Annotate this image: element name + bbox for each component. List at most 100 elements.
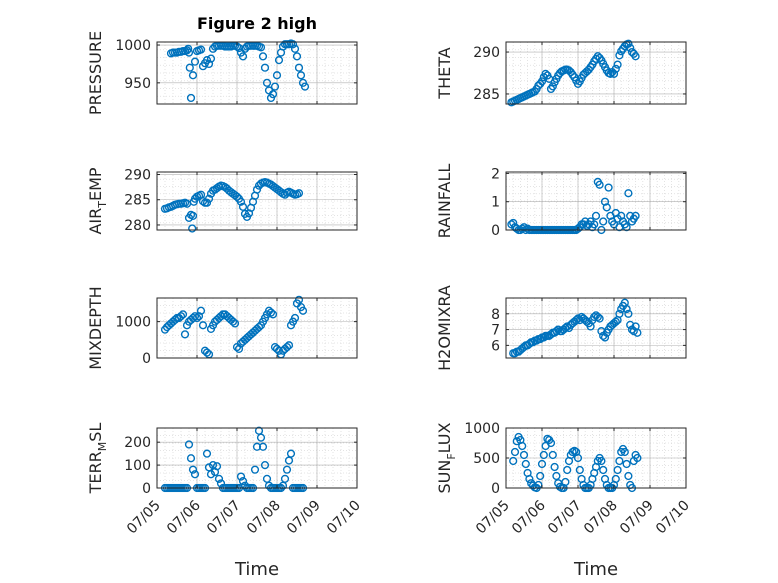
data-point <box>600 333 610 342</box>
subplot-theta: 285 290 THETA <box>435 39 687 107</box>
data-point <box>188 71 198 80</box>
data-point <box>216 312 226 321</box>
axes-box <box>505 297 687 359</box>
data-point <box>590 220 599 229</box>
y-axis-label: AIRTEMP <box>86 167 109 234</box>
data-point <box>298 306 308 315</box>
data-point <box>539 450 548 460</box>
subplot-h2omixra: 678 H2OMIXRA <box>435 285 687 371</box>
data-point <box>202 348 212 357</box>
data-point <box>288 40 298 49</box>
data-point <box>188 211 198 220</box>
y-tick-label: 0 <box>142 481 151 497</box>
data-point <box>186 454 196 463</box>
data-point <box>184 48 194 57</box>
data-point <box>190 312 200 321</box>
data-point <box>552 471 561 481</box>
data-point <box>176 312 186 321</box>
y-tick-label: 6 <box>491 338 500 354</box>
data-series-h2omixra <box>509 298 642 358</box>
data-point <box>188 465 198 474</box>
data-point <box>595 180 604 189</box>
y-tick-label: 500 <box>473 451 500 467</box>
data-point <box>613 465 622 475</box>
data-point <box>204 194 214 203</box>
y-axis-label: TERRMSL <box>86 423 109 495</box>
data-point <box>599 217 608 226</box>
data-point <box>212 462 222 471</box>
data-point <box>536 471 545 481</box>
data-point <box>633 328 642 337</box>
data-point <box>238 477 248 486</box>
data-point <box>620 447 629 457</box>
data-point <box>184 440 194 449</box>
data-point <box>185 63 194 72</box>
data-point <box>252 442 262 451</box>
y-tick-label: 1000 <box>115 315 151 331</box>
data-point <box>206 54 216 63</box>
data-point <box>622 459 631 469</box>
data-point <box>624 39 633 48</box>
data-series-pressure <box>166 39 310 103</box>
data-point <box>609 69 619 78</box>
data-point <box>250 465 260 474</box>
data-point <box>258 52 268 61</box>
data-point <box>256 433 266 442</box>
data-point <box>202 198 212 207</box>
data-point <box>190 57 200 66</box>
data-point <box>292 52 302 61</box>
data-point <box>230 319 240 328</box>
data-point <box>294 63 304 72</box>
data-series-air-temp <box>160 177 304 233</box>
data-point <box>604 183 613 192</box>
data-point <box>568 447 577 457</box>
y-tick-label: 8 <box>491 307 500 323</box>
data-point <box>611 64 620 73</box>
data-point <box>170 315 180 324</box>
y-axis-label: THETA <box>435 47 454 99</box>
data-point <box>274 56 284 65</box>
data-point <box>509 456 518 466</box>
data-point <box>180 330 190 339</box>
data-point <box>525 474 534 484</box>
data-point <box>178 310 188 319</box>
data-point <box>294 295 304 304</box>
data-point <box>206 470 216 479</box>
data-point <box>228 317 238 326</box>
data-point <box>633 453 642 463</box>
y-tick-label: 100 <box>124 458 151 474</box>
data-point <box>238 52 248 61</box>
data-point <box>290 44 300 53</box>
data-point <box>519 450 529 460</box>
data-point <box>270 82 280 91</box>
y-tick-label: 280 <box>124 218 151 234</box>
data-point <box>631 211 640 220</box>
chart-title: Figure 2 high <box>197 14 317 33</box>
data-point <box>190 470 200 479</box>
y-tick-label: 950 <box>124 76 151 92</box>
data-point <box>595 314 604 323</box>
y-tick-label: 200 <box>124 435 151 451</box>
data-point <box>611 317 620 326</box>
y-tick-label: 7 <box>491 323 500 339</box>
data-point <box>624 471 633 481</box>
data-point <box>202 449 212 458</box>
data-point <box>521 459 530 469</box>
y-axis-label: MIXDEPTH <box>86 286 105 369</box>
data-series-sun-flux <box>509 432 642 493</box>
data-point <box>563 465 572 475</box>
y-axis-label: PRESSURE <box>86 31 105 115</box>
data-point <box>626 43 635 52</box>
data-point <box>591 211 601 220</box>
data-point <box>550 462 559 472</box>
axes-box <box>156 427 358 489</box>
data-point <box>258 442 268 451</box>
data-point <box>252 185 262 194</box>
data-point <box>613 60 622 69</box>
data-point <box>262 78 272 87</box>
data-point <box>552 327 561 336</box>
data-point <box>286 449 296 458</box>
data-point <box>182 46 192 55</box>
data-point <box>570 446 579 455</box>
